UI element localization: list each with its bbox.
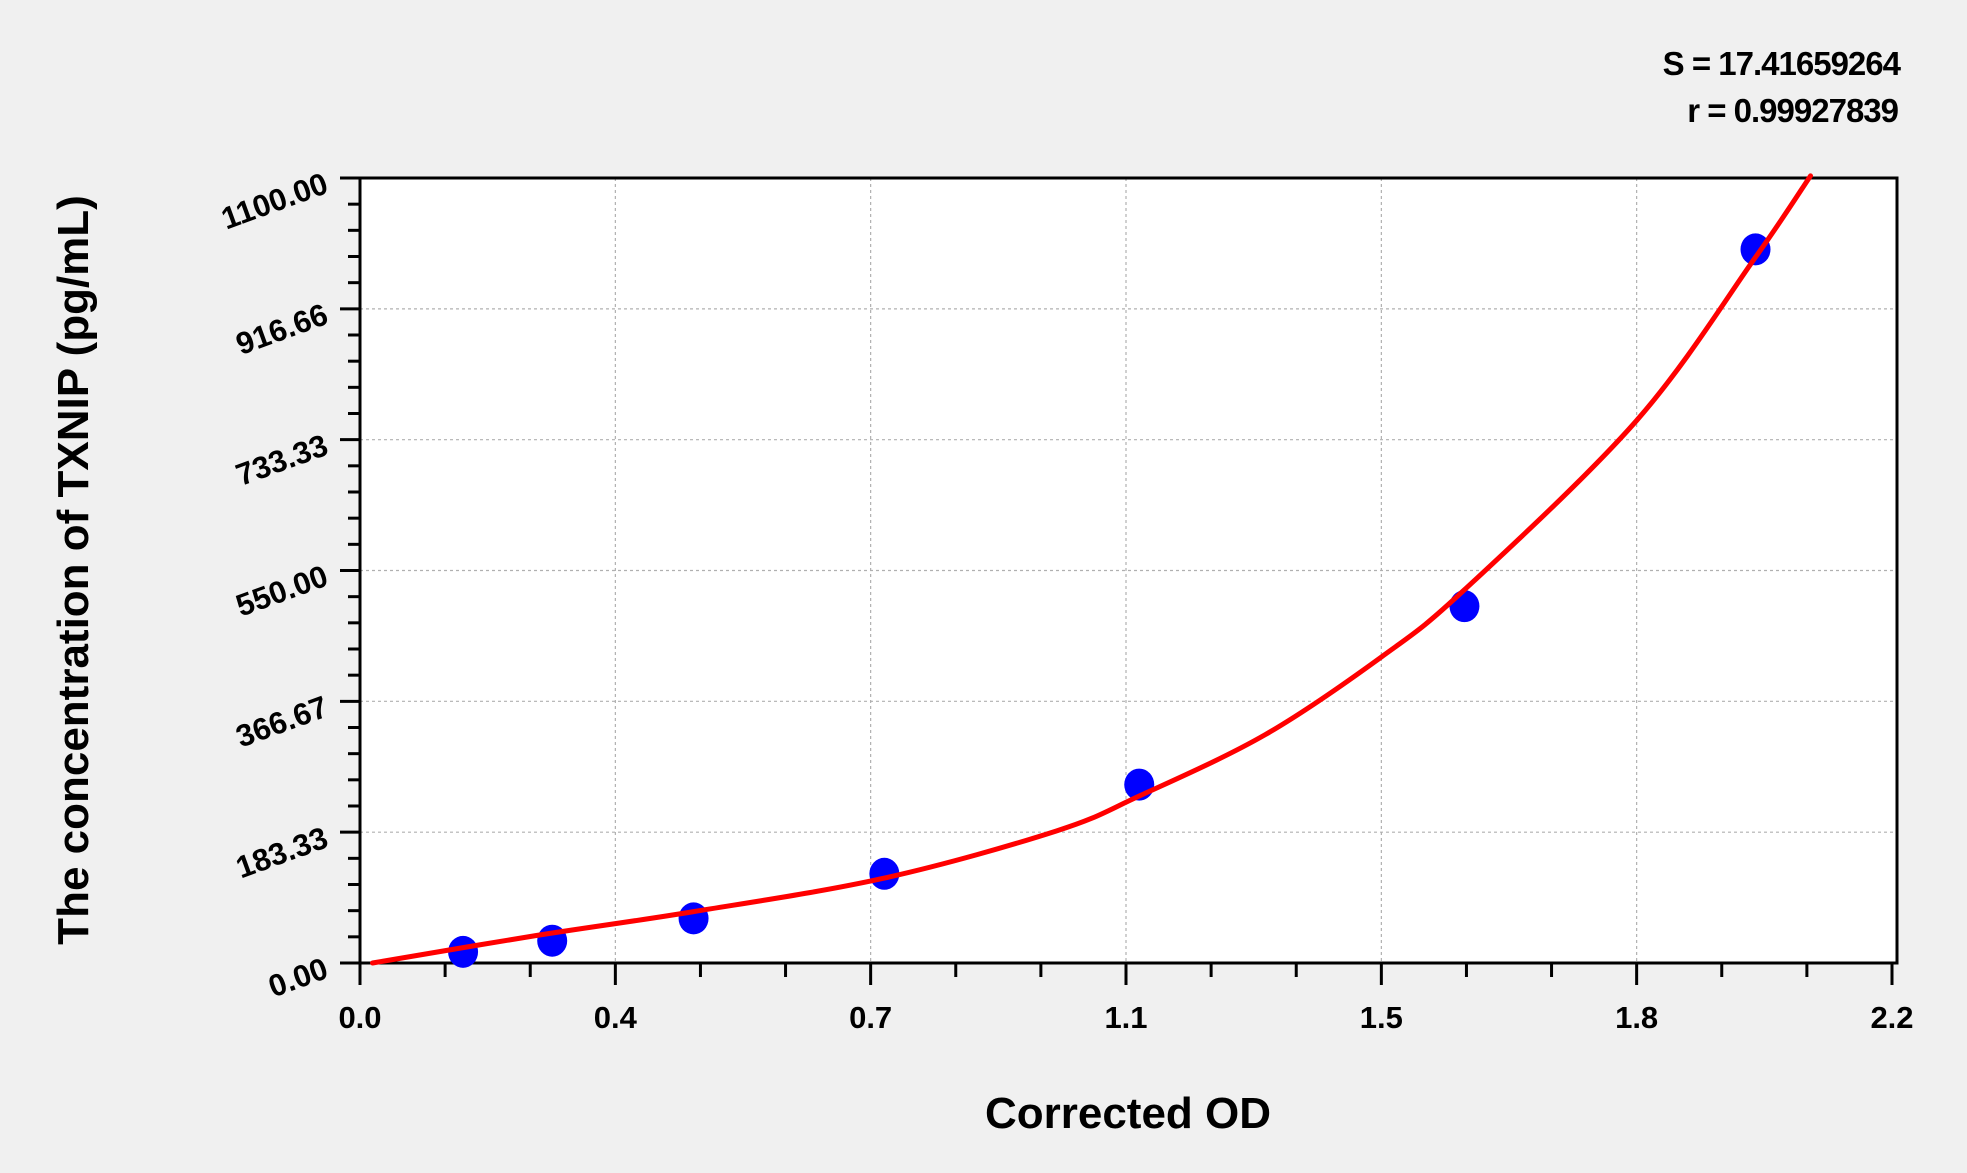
x-tick-labels: 0.0 0.4 0.7 1.1 1.5 1.8 2.2 (338, 1000, 1913, 1035)
ticks (340, 176, 1894, 985)
x-tick-label: 1.1 (1104, 1000, 1147, 1035)
y-tick-label: 183.33 (231, 820, 332, 885)
y-tick-labels: 0.00 183.33 366.67 550.00 733.33 916.66 1100.0… (217, 166, 333, 1005)
fit-curve (370, 173, 1814, 966)
data-point (1449, 590, 1480, 623)
grid (360, 178, 1897, 963)
y-tick-label: 733.33 (231, 427, 332, 492)
y-tick-label: 366.67 (231, 689, 332, 754)
x-axis-title: Corrected OD (985, 1089, 1271, 1138)
annotation-r: r = 0.99927839 (1687, 92, 1898, 129)
x-tick-label: 0.7 (849, 1000, 892, 1035)
data-point (678, 902, 709, 935)
y-tick-label: 1100.00 (217, 166, 333, 237)
plot-frame (358, 176, 1899, 965)
y-axis-title: The concentration of TXNIP (pg/mL) (49, 195, 98, 945)
x-tick-label: 0.0 (338, 1000, 381, 1035)
data-point (1740, 233, 1771, 266)
y-tick-label: 916.66 (231, 297, 332, 362)
y-tick-label: 0.00 (264, 951, 333, 1005)
annotation-s: S = 17.41659264 (1663, 45, 1902, 82)
x-tick-label: 2.2 (1870, 1000, 1913, 1035)
x-tick-label: 1.8 (1615, 1000, 1658, 1035)
y-tick-label: 550.00 (231, 558, 332, 623)
x-tick-label: 1.5 (1360, 1000, 1403, 1035)
x-tick-label: 0.4 (594, 1000, 638, 1035)
series (370, 173, 1814, 968)
